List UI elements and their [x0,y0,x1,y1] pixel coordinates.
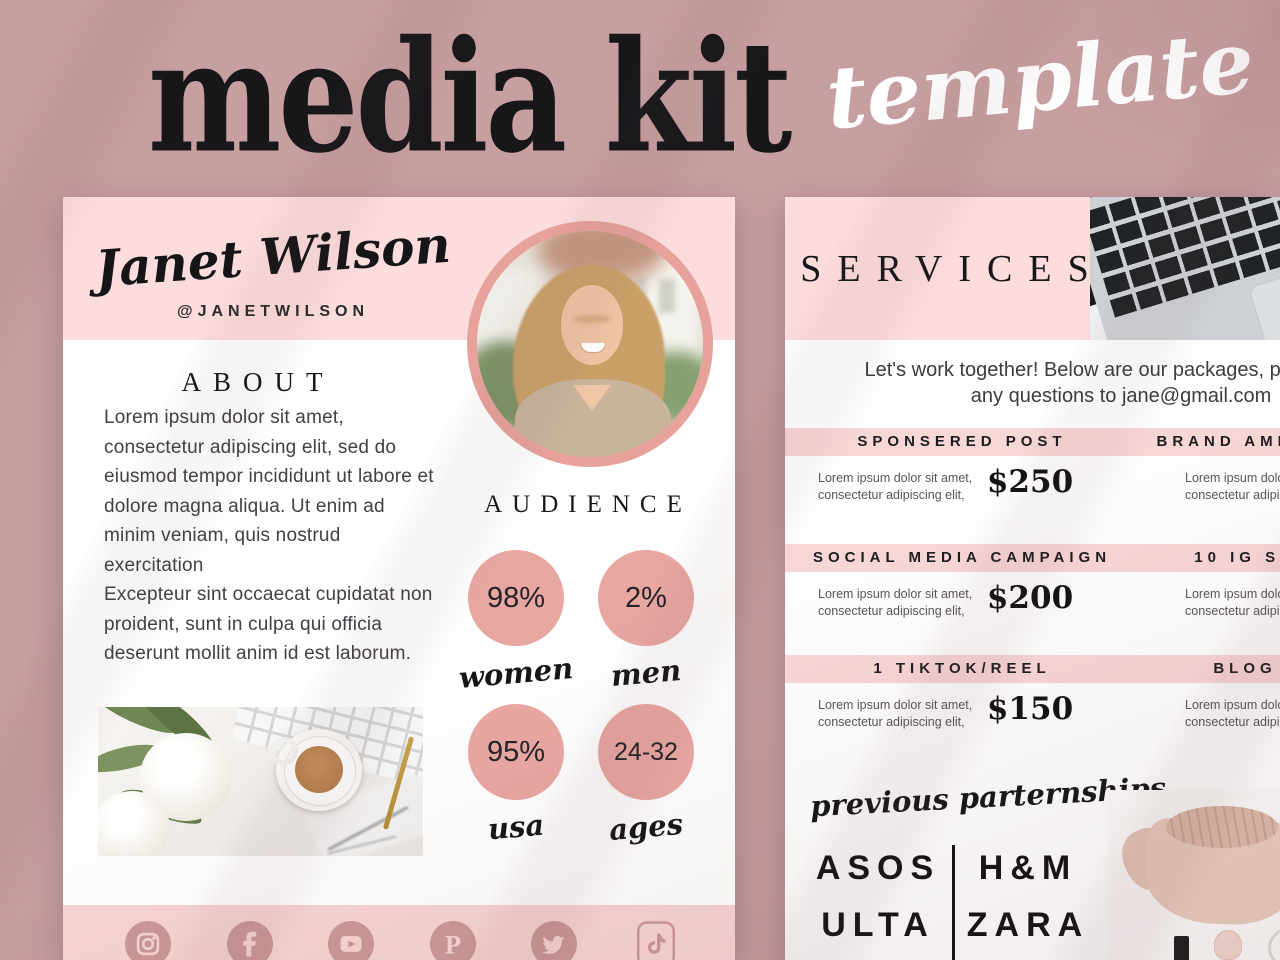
photo-face-shape [561,285,623,365]
service-row-band [785,655,1280,683]
bottle-shape [1174,936,1189,960]
glass-shape [1214,930,1242,960]
service-desc: Lorem ipsum dolor sit amet, consectetur … [818,471,973,502]
stat-usa: 95% usa [451,704,581,846]
intro-text-line2: any questions to jane@gmail.com [970,385,1272,407]
twitter-icon [531,921,578,960]
about-heading: ABOUT [181,367,335,397]
services-heading: SERVICES [800,247,1105,290]
intro-text: Let's work together! Below are our packa… [785,357,1280,409]
service-row-3: 1 TIKTOK/REEL BLOG POST Lorem ipsum dolo… [785,655,1280,767]
brand-hm: H&M [978,849,1078,887]
svg-text:P: P [445,930,461,959]
audience-heading: AUDIENCE [484,491,692,518]
tiktok-icon [633,921,679,960]
main-title: media kit [148,6,792,188]
flatlay-photo [98,707,423,856]
youtube-icon [328,921,375,960]
service-price: $250 [986,464,1074,500]
stat-label-ages: ages [607,806,685,848]
about-paragraph-2: Excepteur sint occaecat cupidatat non pr… [104,584,433,664]
page1-footer-band: P [63,905,735,960]
laptop-deck-shape [1090,197,1280,340]
service-title-10-ig-stories: 10 IG STORIES [1194,549,1280,566]
service-title-brand-ambassador: BRAND AMBASSADOR [1156,433,1280,450]
stat-label-usa: usa [486,807,546,847]
service-desc: Lorem ipsum dolor sit amet, consectetur … [1185,471,1280,502]
service-title-tiktok-reel: 1 TIKTOK/REEL [873,660,1051,677]
service-row-1: SPONSERED POST BRAND AMBASSADOR Lorem ip… [785,428,1280,540]
stat-ages: 24-32 ages [581,704,711,847]
service-row-band [785,544,1280,572]
social-handle: @JANETWILSON [176,303,370,320]
intro-text-line1: Let's work together! Below are our packa… [864,359,1280,381]
partnerships-heading: previous parternships [809,770,1167,824]
profile-photo [467,221,713,467]
service-price: $200 [986,580,1074,616]
facebook-icon [226,921,273,960]
stat-value-ages: 24-32 [598,704,694,800]
peony-shape [98,791,170,856]
photo-fringe-shape [573,315,611,323]
social-icon-row: P [63,905,735,960]
brand-asos: ASOS [815,849,941,887]
stat-men: 2% men [581,550,711,693]
stat-women: 98% women [451,550,581,695]
photo-neck-shape [573,385,611,411]
service-title-social-media-campaign: SOCIAL MEDIA CAMPAIGN [812,549,1112,566]
media-kit-page-2: SERVICES Let's work together! Below are … [785,197,1280,960]
pinterest-icon: P [429,921,476,960]
service-row-2: SOCIAL MEDIA CAMPAIGN 10 IG STORIES Lore… [785,544,1280,656]
blouse-neckline-shape [1166,806,1278,848]
photo-window-shape [659,279,675,313]
brand-ulta: ULTA [821,906,935,944]
brand-zara: ZARA [966,906,1090,944]
stat-label-men: men [609,653,683,693]
about-text: Lorem ipsum dolor sit amet, consectetur … [104,403,440,669]
service-row-band [785,428,1280,456]
laptop-photo [1090,197,1280,340]
brand-list: ASOS H&M ULTA ZARA [803,845,1103,960]
stat-value-men: 2% [598,550,694,646]
service-title-sponsored-post: SPONSERED POST [857,433,1067,450]
main-title-script: template [822,11,1258,150]
about-paragraph-1: Lorem ipsum dolor sit amet, consectetur … [104,407,434,576]
service-desc: Lorem ipsum dolor sit amet, consectetur … [1185,587,1280,618]
stat-value-usa: 95% [468,704,564,800]
cup-handle-shape [270,737,298,765]
clothing-photo [1108,790,1280,960]
service-desc: Lorem ipsum dolor sit amet, consectetur … [818,698,973,729]
stat-value-women: 98% [468,550,564,646]
instagram-icon [125,921,171,960]
service-title-blog-post: BLOG POST [1213,660,1280,677]
stat-label-women: women [457,651,575,695]
brand-divider [952,845,955,960]
service-price: $150 [986,691,1074,727]
media-kit-page-1: Janet Wilson @JANETWILSON ABOUT Lorem ip… [63,197,735,960]
service-desc: Lorem ipsum dolor sit amet, consectetur … [1185,698,1280,729]
bangle-shape [1268,928,1280,960]
service-desc: Lorem ipsum dolor sit amet, consectetur … [818,587,973,618]
coffee-shape [295,746,343,793]
